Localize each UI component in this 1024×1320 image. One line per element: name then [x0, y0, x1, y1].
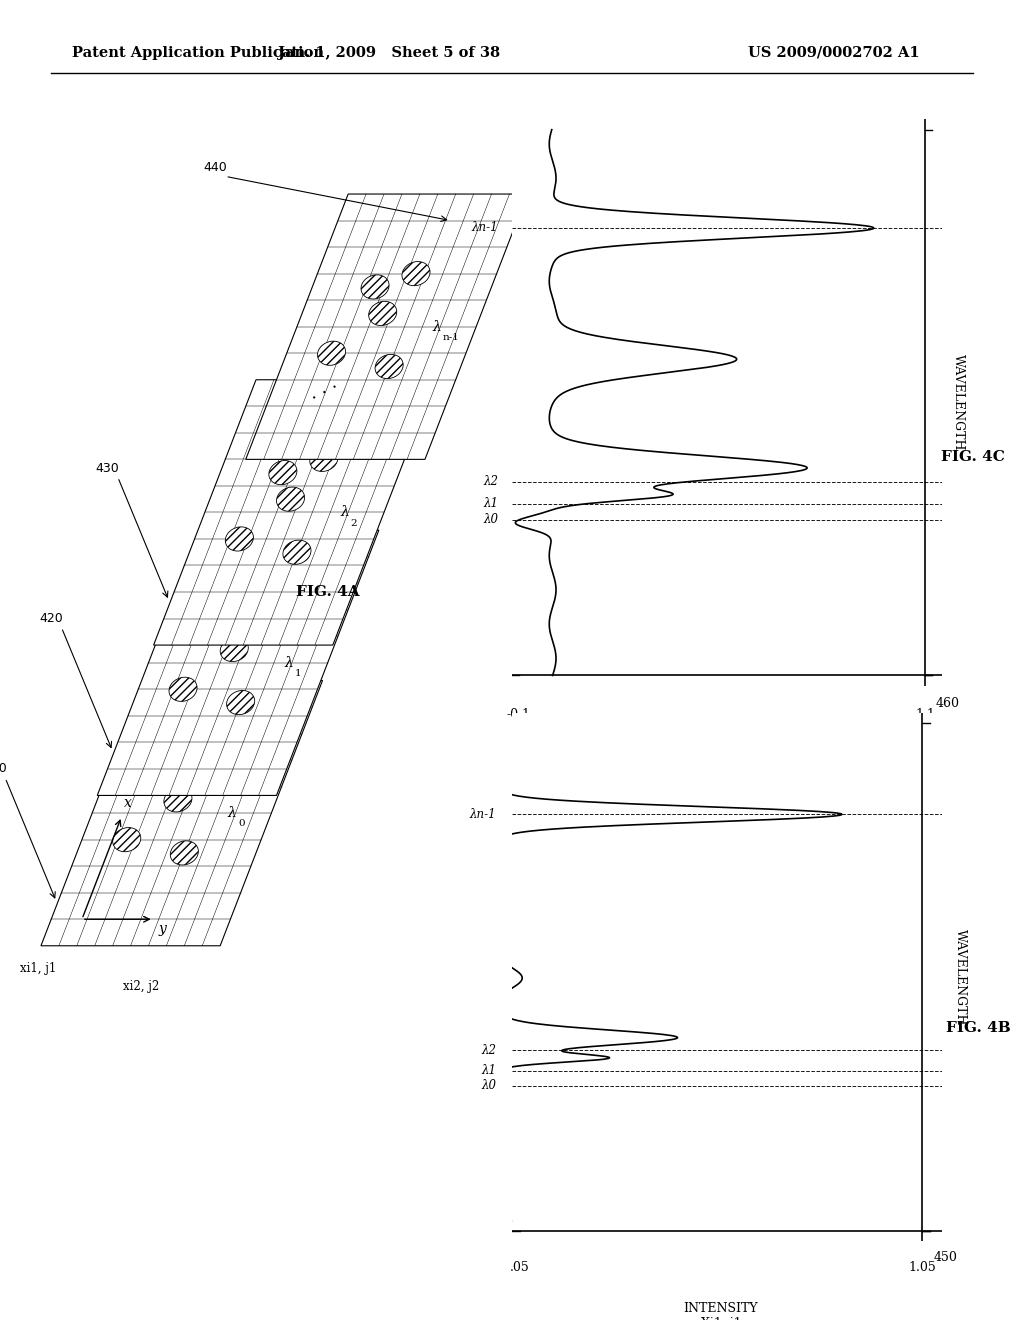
Text: -0.1: -0.1: [507, 709, 530, 721]
Text: .05: .05: [510, 1261, 529, 1274]
Text: 410: 410: [0, 763, 7, 775]
Text: λ0: λ0: [481, 1080, 496, 1093]
Text: Jan. 1, 2009   Sheet 5 of 38: Jan. 1, 2009 Sheet 5 of 38: [279, 46, 500, 59]
Ellipse shape: [113, 828, 140, 851]
Text: 460: 460: [935, 697, 959, 710]
Ellipse shape: [402, 261, 430, 285]
Text: λ1: λ1: [481, 1064, 496, 1077]
Text: xi2, j2: xi2, j2: [123, 979, 159, 993]
Text: 2: 2: [350, 519, 357, 528]
Ellipse shape: [269, 461, 297, 484]
Text: x: x: [124, 796, 132, 810]
Ellipse shape: [283, 540, 311, 565]
Text: 1.05: 1.05: [908, 1261, 936, 1274]
Text: Patent Application Publication: Patent Application Publication: [72, 46, 324, 59]
Ellipse shape: [375, 354, 403, 379]
Text: 1: 1: [295, 669, 301, 678]
Ellipse shape: [169, 677, 197, 701]
Text: λ0: λ0: [483, 513, 499, 527]
Text: 420: 420: [39, 612, 63, 626]
Text: US 2009/0002702 A1: US 2009/0002702 A1: [748, 46, 920, 59]
Text: FIG. 4A: FIG. 4A: [296, 585, 359, 599]
Ellipse shape: [276, 487, 304, 511]
Text: WAVELENGTH: WAVELENGTH: [952, 354, 966, 451]
Ellipse shape: [317, 341, 345, 366]
Text: λ1: λ1: [483, 498, 499, 510]
Ellipse shape: [310, 447, 338, 471]
Ellipse shape: [198, 748, 225, 772]
Ellipse shape: [213, 611, 241, 635]
Text: λ: λ: [227, 807, 237, 820]
Text: 450: 450: [934, 1251, 957, 1265]
Polygon shape: [97, 531, 379, 796]
Text: λ2: λ2: [481, 1044, 496, 1057]
Text: · · ·: · · ·: [308, 379, 342, 408]
Ellipse shape: [157, 762, 184, 785]
Text: WAVELENGTH: WAVELENGTH: [954, 928, 967, 1026]
Text: INTENSITY
Xi2, j2: INTENSITY Xi2, j2: [685, 752, 759, 780]
Ellipse shape: [170, 841, 199, 865]
Text: n-1: n-1: [443, 333, 460, 342]
Polygon shape: [246, 194, 527, 459]
Text: y: y: [159, 921, 167, 936]
Text: 0: 0: [238, 820, 245, 828]
Text: 430: 430: [95, 462, 120, 475]
Ellipse shape: [361, 275, 389, 300]
Text: 440: 440: [203, 161, 227, 174]
Ellipse shape: [225, 527, 253, 550]
Text: λ: λ: [433, 319, 441, 334]
Text: FIG. 4C: FIG. 4C: [941, 450, 1005, 465]
Text: λ: λ: [340, 506, 349, 520]
Text: λn-1: λn-1: [472, 222, 499, 235]
Text: λ2: λ2: [483, 475, 499, 488]
Text: λn-1: λn-1: [469, 808, 496, 821]
Text: 1.1: 1.1: [915, 709, 935, 721]
Ellipse shape: [254, 598, 282, 622]
Ellipse shape: [164, 788, 191, 812]
Text: xi1, j1: xi1, j1: [20, 962, 56, 975]
Text: FIG. 4B: FIG. 4B: [946, 1020, 1011, 1035]
Ellipse shape: [369, 301, 396, 326]
Polygon shape: [154, 380, 435, 645]
Polygon shape: [41, 681, 323, 945]
Ellipse shape: [226, 690, 255, 714]
Text: λ: λ: [285, 656, 293, 669]
Text: INTENSITY
Xi1, j1: INTENSITY Xi1, j1: [684, 1302, 759, 1320]
Ellipse shape: [220, 638, 248, 661]
